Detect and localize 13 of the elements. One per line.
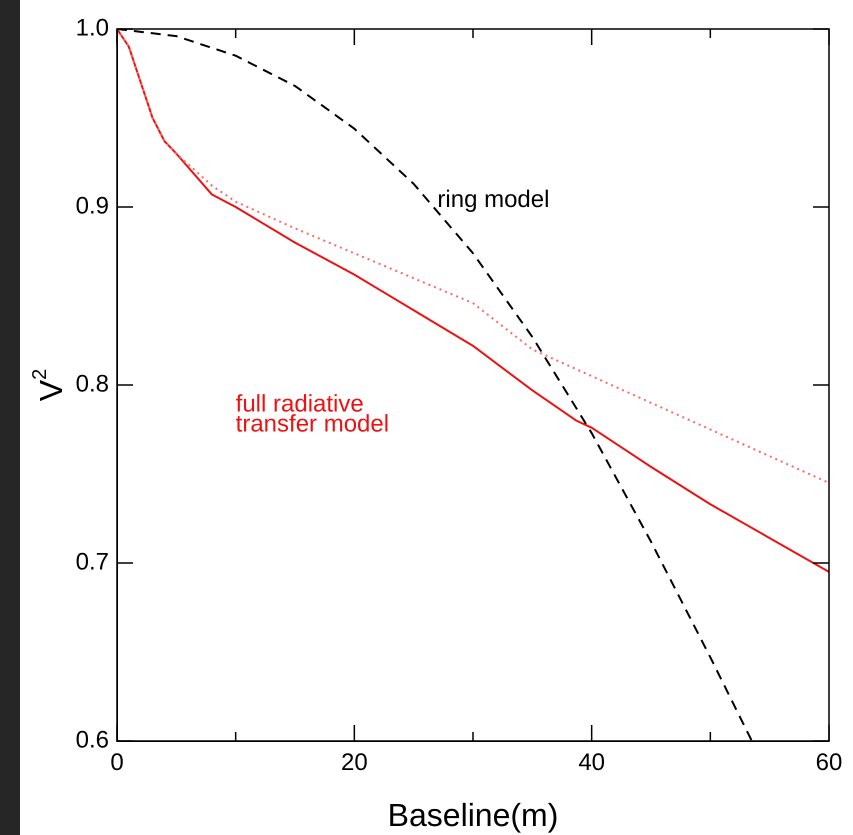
series-label: ring model [437, 186, 550, 213]
text: full radiative transfer model [236, 390, 390, 438]
y-tick-label: 0.9 [76, 192, 109, 220]
y-axis-title: V2 [29, 368, 69, 402]
y-tick-label: 0.8 [76, 370, 109, 398]
y-tick-label: 0.7 [76, 548, 109, 576]
x-tick-label: 60 [816, 749, 842, 776]
x-axis-title: Baseline(m) [388, 796, 558, 833]
x-tick-label: 20 [340, 749, 368, 776]
y-tick-label: 0.6 [76, 726, 109, 754]
x-tick-label: 40 [578, 749, 606, 776]
x-tick-label: 0 [110, 749, 124, 776]
y-tick-label: 1.0 [76, 14, 109, 42]
